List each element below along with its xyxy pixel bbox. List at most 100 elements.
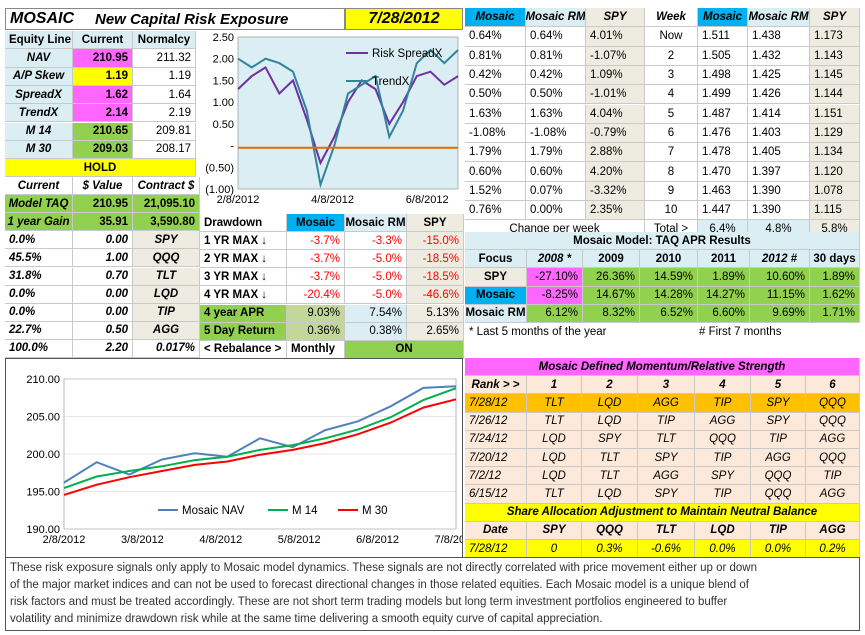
column-header: 2010	[640, 250, 698, 269]
allocation-value: 0.70	[73, 267, 133, 286]
mosaic-rm-value: 0.38%	[345, 322, 407, 341]
row-label: 4 YR MAX ↓	[200, 286, 287, 305]
week-label: 7	[645, 143, 698, 163]
y-tick-label: 195.00	[26, 487, 60, 499]
current-value: 210.95	[73, 49, 133, 68]
ticker-rank: TIP	[751, 430, 806, 449]
column-header: SPY	[527, 521, 582, 540]
normalcy-value: 209.81	[133, 122, 196, 141]
row-label: M 30	[5, 140, 73, 160]
row-label: Mosaic	[465, 286, 527, 305]
apr-value: 14.59%	[640, 268, 698, 287]
row-label: Mosaic RM	[465, 304, 527, 323]
weekly-value: -1.08%	[465, 123, 526, 144]
model-contract: 21,095.10	[133, 195, 200, 214]
apr-value: 1.71%	[810, 304, 860, 323]
weekly-value: 4.04%	[586, 104, 645, 124]
y-tick-label: 190.00	[26, 524, 60, 536]
y-tick-label: 2.50	[213, 32, 234, 44]
share-title: Share Allocation Adjustment to Maintain …	[465, 503, 860, 522]
spy-value: 2.65%	[407, 322, 464, 341]
weekly-value: 4.20%	[586, 162, 645, 182]
legend-label: M 30	[362, 505, 388, 517]
date-label: 7/26/12	[465, 412, 527, 431]
weekly-value: -1.01%	[586, 85, 645, 105]
current-value: 1.19	[73, 67, 133, 86]
disclaimer-line: These risk exposure signals only apply t…	[10, 562, 758, 574]
apr-note: # First 7 months	[699, 326, 782, 339]
normalcy-value: 2.19	[133, 104, 196, 123]
week-value: 1.134	[810, 143, 860, 163]
weekly-value: -1.07%	[586, 46, 645, 66]
ticker-rank: AGG	[806, 430, 860, 449]
ticker-rank: LQD	[582, 485, 638, 504]
week-value: 1.129	[810, 123, 860, 144]
mosaic-value: -3.7%	[287, 268, 345, 287]
row-label: TrendX	[5, 104, 73, 123]
week-value: 1.498	[698, 65, 748, 86]
allocation-pct: 31.8%	[5, 267, 73, 286]
week-value: 1.414	[748, 104, 810, 124]
apr-value: -8.25%	[527, 286, 583, 305]
row-label: 1 YR MAX ↓	[200, 232, 287, 251]
spy-value: -15.0%	[407, 232, 464, 251]
report-date: 7/28/2012	[345, 8, 463, 30]
column-header: SPY	[586, 8, 645, 28]
column-header: SPY	[407, 214, 464, 233]
weekly-value: 0.81%	[465, 46, 526, 66]
ticker-label: TIP	[133, 303, 200, 322]
ticker-rank: QQQ	[806, 412, 860, 431]
series-line	[237, 48, 459, 189]
ticker-rank: TIP	[806, 467, 860, 486]
current-value: 210.65	[73, 122, 133, 141]
allocation-value: 0.00	[73, 285, 133, 304]
column-header: SPY	[810, 8, 860, 28]
apr-value: 8.32%	[583, 304, 640, 323]
allocation-pct: 0.0%	[5, 285, 73, 304]
share-value: 0	[527, 540, 582, 559]
row-label: NAV	[5, 49, 73, 68]
mosaic-value: 9.03%	[287, 304, 345, 323]
column-header: Focus	[465, 250, 527, 269]
y-tick-label: 1.50	[213, 75, 234, 87]
week-label: 5	[645, 104, 698, 124]
y-tick-label: (0.50)	[205, 162, 234, 174]
apr-value: 1.89%	[698, 268, 750, 287]
column-header: 2012 #	[750, 250, 810, 269]
date-label: 7/28/12	[465, 394, 527, 413]
current-value: 2.14	[73, 104, 133, 123]
week-value: 1.078	[810, 181, 860, 201]
column-header: Mosaic	[698, 8, 748, 28]
ticker-rank: AGG	[695, 412, 751, 431]
weekly-value: 1.63%	[526, 104, 586, 124]
week-label: Now	[645, 27, 698, 47]
weekly-value: 1.63%	[465, 104, 526, 124]
x-tick-label: 2/8/2012	[43, 534, 86, 546]
ticker-rank: SPY	[638, 449, 695, 468]
column-header: 1	[527, 376, 582, 395]
share-value: 0.0%	[751, 540, 806, 559]
ticker-label: AGG	[133, 321, 200, 340]
allocation-value: 1.00	[73, 249, 133, 268]
column-header: Mosaic RM	[748, 8, 810, 28]
column-header: Date	[465, 521, 527, 540]
mosaic-rm-value: 7.54%	[345, 304, 407, 323]
legend-label: TrendX	[372, 76, 410, 88]
weekly-value: 2.88%	[586, 143, 645, 163]
ticker-rank: QQQ	[751, 467, 806, 486]
mosaic-value: -20.4%	[287, 286, 345, 305]
rebalance-label: < Rebalance >	[200, 340, 287, 359]
week-value: 1.505	[698, 46, 748, 66]
weekly-value: 0.64%	[526, 27, 586, 47]
apr-value: -27.10%	[527, 268, 583, 287]
week-value: 1.511	[698, 27, 748, 47]
ticker-rank: AGG	[751, 449, 806, 468]
weekly-value: -0.79%	[586, 123, 645, 144]
column-header: Mosaic RM	[345, 214, 407, 233]
x-tick-label: 4/8/2012	[311, 194, 354, 206]
week-value: 1.403	[748, 123, 810, 144]
share-value: 0.2%	[806, 540, 860, 559]
week-label: 6	[645, 123, 698, 144]
share-value: 7/28/12	[465, 540, 527, 559]
mosaic-value: -3.7%	[287, 250, 345, 269]
